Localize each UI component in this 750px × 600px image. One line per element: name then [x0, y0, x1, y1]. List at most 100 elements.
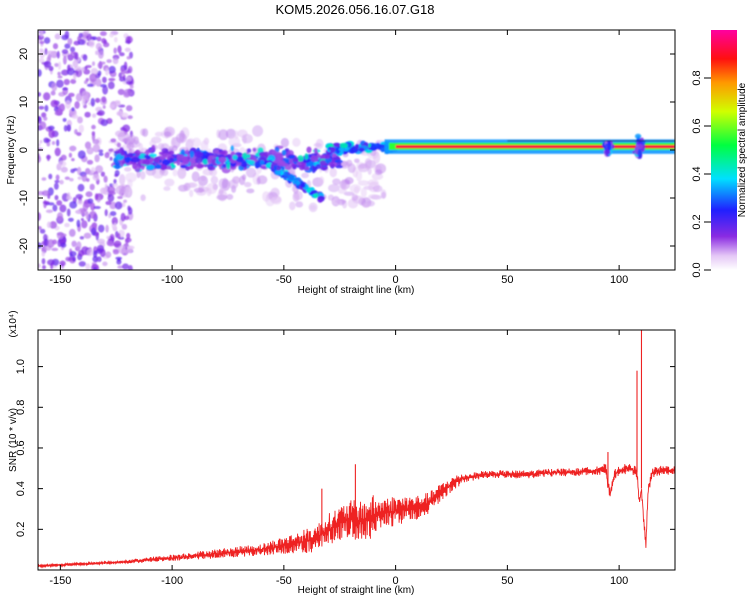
spectrogram-blob: [177, 167, 187, 179]
spectrogram-blob: [68, 152, 73, 158]
spectrogram-blob: [236, 156, 244, 163]
spectrogram-blob: [114, 101, 121, 107]
spectrogram-blob: [196, 163, 205, 169]
spectrogram-blob: [114, 164, 121, 170]
spectrogram-blob: [172, 145, 178, 152]
spectrogram-blob: [90, 202, 96, 211]
spectrogram-blob: [381, 191, 386, 199]
spectrogram-blob: [90, 67, 99, 76]
spectrogram-blob: [336, 161, 342, 167]
spectrogram-blob: [271, 196, 282, 205]
spectrogram-blob: [94, 154, 100, 163]
spectrogram-x-tick-label: -150: [49, 274, 71, 286]
spectrogram-blob: [89, 211, 97, 219]
spectrogram-blob: [108, 77, 116, 82]
spectrogram-blob: [134, 149, 141, 157]
spectrogram-blob: [120, 212, 126, 222]
spectrogram-blob: [104, 209, 108, 217]
spectrogram-blob: [380, 147, 386, 153]
spectrogram-blob: [102, 85, 108, 95]
spectrogram-blob: [140, 194, 146, 202]
colorbar-tick-label: 0.6: [691, 118, 703, 133]
spectrogram-blob: [69, 145, 77, 152]
spectrogram-blob: [71, 240, 77, 248]
spectrogram-blob: [126, 232, 131, 240]
spectrogram-blob: [81, 220, 88, 229]
spectrogram-blob: [77, 116, 83, 124]
spectrogram-x-tick-label: -100: [161, 274, 183, 286]
spectrogram-blob: [76, 200, 84, 205]
spectrogram-blob: [81, 90, 90, 100]
spectrogram-blob: [339, 142, 348, 149]
spectrogram-x-tick-label: 100: [610, 274, 628, 286]
spectrogram-blob: [241, 160, 248, 168]
snr-x-tick-label: -150: [49, 575, 71, 587]
spectrogram-blob: [52, 43, 59, 50]
spectrogram-blob: [81, 67, 85, 72]
spectrogram-blob: [126, 56, 131, 60]
spectrogram-blob: [45, 209, 54, 214]
spectrogram-blob: [56, 50, 60, 59]
spectrogram-blob: [334, 159, 343, 164]
spectrogram-blob: [114, 173, 119, 178]
spectrogram-blob: [39, 40, 45, 45]
spectrogram-blob: [77, 35, 82, 42]
spectrogram-blob: [56, 79, 64, 88]
spectrogram-y-label: Frequency (Hz): [6, 116, 17, 185]
spectrogram-blob: [50, 99, 59, 108]
spectrogram-blob: [43, 116, 48, 121]
spectrogram-blob: [228, 135, 241, 148]
spectrogram-blob: [303, 166, 310, 171]
spectrogram-blob: [143, 154, 149, 159]
spectrogram-blob: [218, 187, 224, 195]
spectrogram-blob: [338, 147, 345, 152]
colorbar-tick-label: 0.2: [691, 214, 703, 229]
spectrogram-blob: [60, 154, 67, 161]
snr-marks: [38, 330, 675, 569]
spectrogram-blob: [287, 174, 295, 181]
spectrogram-blob: [83, 232, 92, 239]
spectrogram-blob: [39, 228, 46, 234]
spectrogram-blob: [46, 50, 55, 55]
spectrogram-blob: [145, 149, 153, 153]
spectrogram-blob: [374, 169, 383, 175]
spectrogram-blob: [344, 177, 354, 185]
spectrogram-blob: [51, 82, 58, 92]
spectrogram-blob: [92, 255, 99, 263]
spectrogram-blob: [86, 159, 94, 165]
spectrogram-blob: [87, 198, 94, 204]
spectrogram-blob: [140, 164, 145, 171]
spectrogram-blob: [54, 194, 59, 201]
spectrogram-blob: [187, 182, 198, 188]
spectrogram-blob: [114, 201, 123, 210]
spectrogram-blob: [41, 190, 50, 197]
spectrogram-blob: [47, 125, 55, 131]
spectrogram-blob: [38, 57, 45, 64]
spectrogram-blob: [245, 167, 257, 178]
spectrogram-blob: [82, 202, 89, 212]
spectrogram-blob: [239, 146, 245, 153]
spectrogram-blob: [125, 76, 132, 83]
spectrogram-blob: [45, 138, 51, 143]
spectrogram-blob: [113, 222, 117, 230]
spectrogram-blob: [329, 167, 337, 178]
spectrogram-blob: [265, 194, 275, 207]
spectrogram-blob: [102, 76, 107, 84]
spectrogram-blob: [187, 138, 195, 144]
spectrogram-blob: [109, 33, 114, 38]
spectrogram-x-tick-label: -50: [276, 274, 292, 286]
spectrogram-blob: [357, 163, 370, 173]
spectrogram-blob: [39, 48, 44, 52]
spectrogram-blob: [246, 159, 255, 165]
spectrogram-blob: [85, 263, 91, 270]
spectrogram-blob: [62, 55, 67, 65]
spectrogram-blob: [63, 78, 70, 86]
spectrogram-blob: [47, 259, 55, 266]
spectrogram-blob: [235, 152, 242, 156]
spectrogram-blob: [56, 200, 63, 206]
colorbar-tick-label: 0.0: [691, 262, 703, 277]
spectrogram-blob: [85, 77, 90, 82]
spectrogram-blob: [91, 61, 96, 66]
spectrogram-blob: [55, 174, 60, 181]
